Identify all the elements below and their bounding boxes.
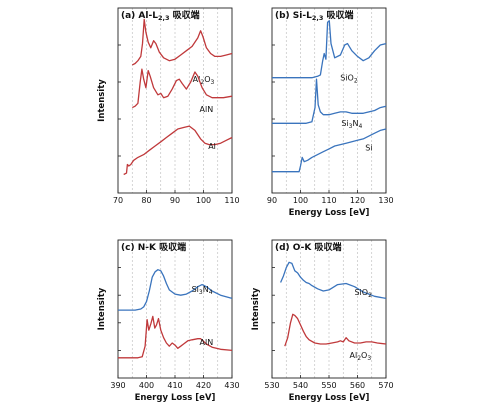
series-line-aln: [132, 68, 233, 109]
series-label: Al: [208, 142, 216, 151]
text-part: (c) N-K: [121, 243, 157, 253]
series-line-si: [272, 128, 387, 173]
x-tick-label: 550: [321, 381, 336, 390]
text-part: 吸収端: [323, 9, 353, 21]
text-part: SiO: [340, 74, 354, 83]
series-label: SiO2: [340, 74, 358, 85]
x-tick-label: 540: [293, 381, 308, 390]
panel-b: 90 100 110 120 130 (b) Si-L2,3 吸収端 Energy Loss…: [267, 7, 394, 218]
x-tick-label: 130: [378, 196, 393, 205]
series-line-al2o3: [284, 313, 387, 347]
text-part: (a) Al-L: [121, 11, 158, 21]
y-axis-label: Intensity: [251, 287, 261, 330]
x-axis-label: Energy Loss [eV]: [289, 208, 370, 218]
x-tick-label: 70: [113, 196, 123, 205]
text-part: 3: [349, 123, 353, 130]
text-part: Si: [192, 285, 199, 294]
text-part: (b) Si-L: [275, 11, 312, 21]
text-part: 3: [199, 289, 203, 296]
series-label: Si3N4: [192, 285, 213, 296]
series-label: AlN: [200, 105, 214, 114]
x-tick-label: 420: [196, 381, 211, 390]
x-tick-label: 400: [139, 381, 154, 390]
text-part: 2: [354, 78, 358, 85]
x-tick-label: 570: [378, 381, 393, 390]
text-part: O: [361, 351, 367, 360]
x-tick-label: 530: [264, 381, 279, 390]
series-label: Si3N4: [341, 119, 362, 130]
panel-d: 530 540 550 560 570 (d) O-K 吸収端 Intensity Energ…: [251, 239, 394, 403]
x-tick-label: 410: [167, 381, 182, 390]
text-part: 2,3: [158, 14, 170, 22]
series-line-si3n4: [118, 269, 233, 311]
x-tick-label: 110: [224, 196, 239, 205]
text-part: N: [352, 119, 358, 128]
text-part: Al: [208, 142, 216, 151]
text-part: 吸収端: [156, 241, 186, 253]
text-part: 3: [211, 79, 215, 86]
text-part: N: [203, 285, 209, 294]
text-part: SiO: [354, 288, 368, 297]
panel-title: (b) Si-L2,3 吸収端: [275, 9, 354, 22]
y-axis-label: Intensity: [97, 287, 107, 330]
x-tick-label: 120: [350, 196, 365, 205]
series-line-sio2: [280, 261, 387, 300]
text-part: 2: [200, 79, 204, 86]
series-line-al2o3: [132, 18, 233, 66]
series-line-sio2: [272, 20, 387, 79]
text-part: Al: [193, 75, 201, 84]
text-part: Si: [365, 143, 372, 152]
text-part: Al: [350, 351, 358, 360]
x-tick-label: 430: [224, 381, 239, 390]
text-part: 吸収端: [169, 9, 199, 21]
text-part: 2: [368, 292, 372, 299]
text-part: O: [204, 75, 210, 84]
series-label: Al2O3: [193, 75, 215, 86]
x-tick-label: 90: [267, 196, 277, 205]
text-part: AlN: [200, 105, 214, 114]
series-line-aln: [118, 315, 233, 359]
text-part: 2: [357, 355, 361, 362]
y-axis-label: Intensity: [97, 79, 107, 122]
x-axis-label: Energy Loss [eV]: [135, 393, 216, 403]
text-part: 4: [209, 289, 213, 296]
series-line-si3n4: [272, 78, 387, 124]
x-axis-label: Energy Loss [eV]: [289, 393, 370, 403]
x-tick-label: 90: [170, 196, 180, 205]
x-tick-label: 390: [110, 381, 125, 390]
panel-title: (d) O-K 吸収端: [275, 241, 341, 253]
x-tick-label: 560: [350, 381, 365, 390]
x-tick-label: 100: [293, 196, 308, 205]
panel-title: (a) Al-L2,3 吸収端: [121, 9, 200, 22]
text-part: 4: [358, 123, 362, 130]
series-label: Si: [365, 143, 372, 152]
text-part: AlN: [200, 338, 214, 347]
text-part: (d) O-K: [275, 243, 312, 253]
x-tick-label: 100: [196, 196, 211, 205]
text-part: 3: [367, 355, 371, 362]
series-line-al: [123, 125, 233, 176]
series-label: Al2O3: [350, 351, 372, 362]
series-label: SiO2: [354, 288, 372, 299]
x-tick-label: 110: [321, 196, 336, 205]
panel-title: (c) N-K 吸収端: [121, 241, 186, 253]
series-label: AlN: [200, 338, 214, 347]
text-part: Si: [341, 119, 348, 128]
panel-c: 390 400 410 420 430 (c) N-K 吸収端 Intensity Energ…: [97, 239, 240, 403]
x-tick-label: 80: [141, 196, 151, 205]
text-part: 吸収端: [311, 241, 341, 253]
text-part: 2,3: [312, 14, 324, 22]
